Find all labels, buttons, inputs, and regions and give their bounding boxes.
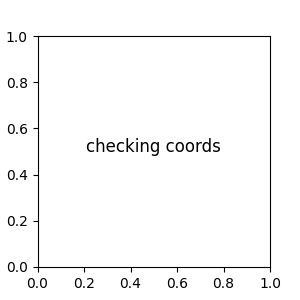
Text: checking coords: checking coords [86,137,221,155]
